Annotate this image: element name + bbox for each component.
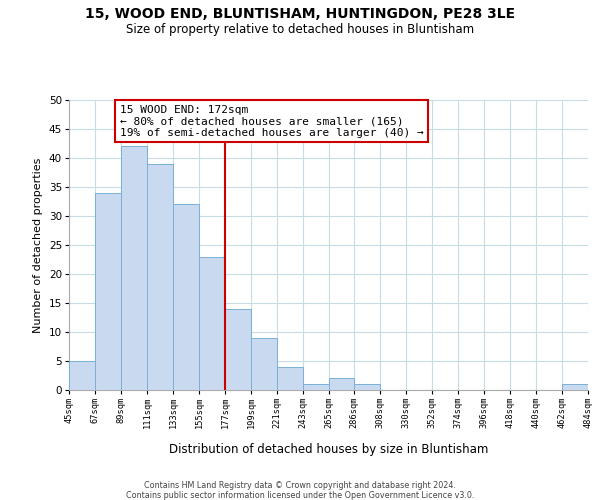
Bar <box>199 256 225 390</box>
Text: Size of property relative to detached houses in Bluntisham: Size of property relative to detached ho… <box>126 22 474 36</box>
Bar <box>354 384 380 390</box>
Bar <box>562 384 588 390</box>
Text: 15 WOOD END: 172sqm
← 80% of detached houses are smaller (165)
19% of semi-detac: 15 WOOD END: 172sqm ← 80% of detached ho… <box>120 104 424 138</box>
Bar <box>173 204 199 390</box>
Y-axis label: Number of detached properties: Number of detached properties <box>33 158 43 332</box>
Text: Contains public sector information licensed under the Open Government Licence v3: Contains public sector information licen… <box>126 491 474 500</box>
Text: 15, WOOD END, BLUNTISHAM, HUNTINGDON, PE28 3LE: 15, WOOD END, BLUNTISHAM, HUNTINGDON, PE… <box>85 8 515 22</box>
Bar <box>277 367 303 390</box>
Bar <box>95 193 121 390</box>
Bar <box>69 361 95 390</box>
Bar <box>121 146 147 390</box>
Bar <box>251 338 277 390</box>
Bar <box>329 378 354 390</box>
Bar <box>225 309 251 390</box>
Text: Distribution of detached houses by size in Bluntisham: Distribution of detached houses by size … <box>169 442 488 456</box>
Text: Contains HM Land Registry data © Crown copyright and database right 2024.: Contains HM Land Registry data © Crown c… <box>144 481 456 490</box>
Bar <box>147 164 173 390</box>
Bar <box>303 384 329 390</box>
